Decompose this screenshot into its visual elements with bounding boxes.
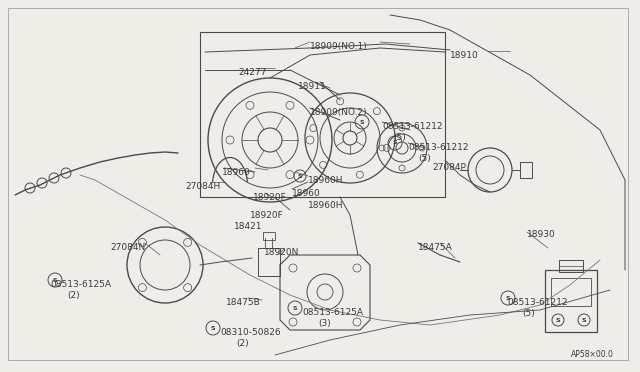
Text: 18910: 18910: [450, 51, 479, 60]
Text: 24277: 24277: [238, 68, 266, 77]
Text: 18475A: 18475A: [418, 243, 452, 252]
Text: S: S: [298, 173, 302, 179]
Text: 08513-6125A: 08513-6125A: [302, 308, 363, 317]
Text: S: S: [506, 295, 510, 301]
Text: 18920N: 18920N: [264, 248, 300, 257]
Text: (3): (3): [318, 319, 331, 328]
Bar: [520, 162, 532, 178]
Text: S: S: [393, 141, 397, 145]
Text: 18930: 18930: [527, 230, 556, 239]
Text: 18920F: 18920F: [253, 193, 287, 202]
Text: 18960: 18960: [222, 168, 251, 177]
Text: 18960H: 18960H: [308, 176, 344, 185]
Text: S: S: [360, 119, 364, 125]
Text: 27084H: 27084H: [185, 182, 220, 191]
Bar: [258, 248, 280, 276]
Text: (5): (5): [393, 133, 406, 142]
Text: 08513-61212: 08513-61212: [408, 143, 468, 152]
Text: 18960H: 18960H: [308, 201, 344, 210]
Text: (2): (2): [67, 291, 79, 300]
Text: 08513-61212: 08513-61212: [382, 122, 442, 131]
Bar: [559, 260, 583, 272]
Text: 18911: 18911: [298, 82, 327, 91]
Bar: [200, 32, 445, 197]
Text: 18909(NO.2): 18909(NO.2): [310, 108, 367, 117]
Text: S: S: [582, 317, 586, 323]
Text: (5): (5): [418, 154, 431, 163]
Text: 27084N: 27084N: [110, 243, 145, 252]
Text: 27084P: 27084P: [432, 163, 466, 172]
Text: S: S: [52, 278, 58, 282]
Text: (5): (5): [522, 309, 535, 318]
Text: 18920F: 18920F: [250, 211, 284, 220]
Text: 08310-50826: 08310-50826: [220, 328, 280, 337]
Text: S: S: [556, 317, 560, 323]
Text: (2): (2): [236, 339, 248, 348]
Text: 08513-6125A: 08513-6125A: [50, 280, 111, 289]
Bar: [545, 270, 597, 332]
Text: 18421: 18421: [234, 222, 262, 231]
Bar: [263, 232, 275, 240]
Text: 08513-61212: 08513-61212: [507, 298, 568, 307]
Text: AP58×00.0: AP58×00.0: [571, 350, 614, 359]
Text: 18960: 18960: [292, 189, 321, 198]
Text: S: S: [292, 305, 298, 311]
Text: 18475B: 18475B: [226, 298, 260, 307]
Text: 18909(NO.1): 18909(NO.1): [310, 42, 368, 51]
Bar: [551, 278, 591, 306]
Text: S: S: [211, 326, 215, 330]
